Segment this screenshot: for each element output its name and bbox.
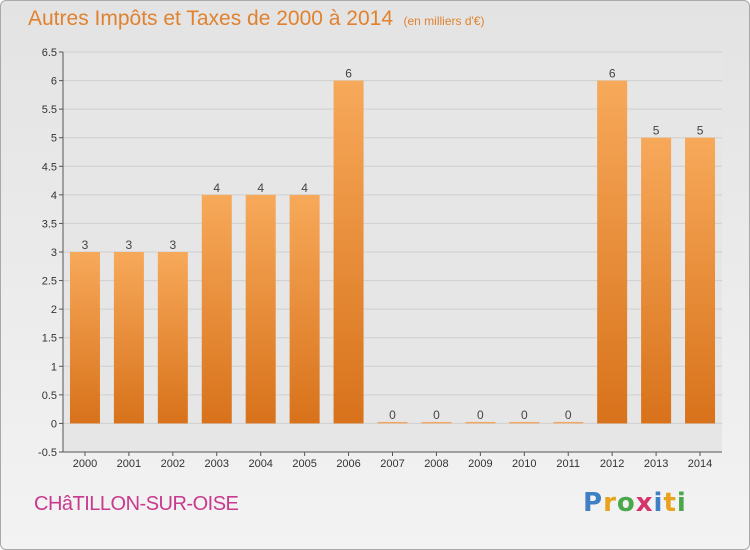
data-label-2006: 6 (345, 67, 352, 81)
data-label-2005: 4 (301, 181, 308, 195)
data-label-2000: 3 (82, 238, 89, 252)
y-tick-label: 0 (51, 418, 57, 430)
bar-2010 (509, 421, 540, 424)
bar-2000 (69, 252, 100, 424)
data-label-2014: 5 (697, 124, 704, 138)
x-tick-label-2013: 2013 (644, 458, 668, 470)
proxiti-logo[interactable]: Proxiti (583, 488, 687, 518)
x-tick-label-2008: 2008 (424, 458, 448, 470)
label-layer: 3 3 3 4 4 4 6 0 0 0 0 0 6 5 5 (82, 67, 704, 422)
bar-2006 (333, 80, 364, 424)
bar-2001 (113, 252, 144, 424)
y-tick-label: 4 (51, 190, 57, 202)
x-tick-label-2009: 2009 (468, 458, 492, 470)
data-label-2007: 0 (389, 408, 396, 422)
data-label-2001: 3 (126, 238, 133, 252)
y-tick-label: 5.5 (42, 104, 57, 116)
bar-2009 (465, 421, 496, 424)
bar-2002 (157, 252, 188, 424)
y-tick-label: 5 (51, 133, 57, 145)
x-tick-label-2003: 2003 (205, 458, 229, 470)
x-tick-label-2007: 2007 (380, 458, 404, 470)
logo-letter: x (635, 488, 654, 518)
bar-layer (69, 80, 716, 424)
y-tick-label: 1.5 (42, 333, 57, 345)
data-label-2002: 3 (169, 238, 176, 252)
logo-letter: P (583, 488, 604, 518)
y-tick-label: -0.5 (38, 447, 57, 459)
data-label-2003: 4 (213, 181, 220, 195)
y-tick-label: 2.5 (42, 276, 57, 288)
data-label-2011: 0 (565, 408, 572, 422)
title-row: Autres Impôts et Taxes de 2000 à 2014 (e… (28, 7, 484, 31)
y-tick-label: 2 (51, 304, 57, 316)
axis-layer: -0.5 0 0.5 1 1.5 2 2.5 3 3.5 4 4.5 5 5.5 6 6.5 2000 2001… (38, 47, 722, 470)
bar-2007 (377, 421, 408, 424)
x-tick-label-2002: 2002 (161, 458, 185, 470)
y-tick-label: 0.5 (42, 390, 57, 402)
bar-2011 (553, 421, 584, 424)
logo-letter: o (616, 488, 636, 518)
y-tick-label: 6 (51, 76, 57, 88)
bar-2005 (289, 194, 320, 424)
y-tick-label: 1 (51, 361, 57, 373)
bar-2004 (245, 194, 276, 424)
data-label-2004: 4 (257, 181, 264, 195)
logo-letter: r (603, 488, 617, 518)
chart-subtitle: (en milliers d'€) (403, 14, 485, 28)
y-tick-label: 6.5 (42, 47, 57, 59)
bar-2013 (641, 137, 672, 424)
data-label-2012: 6 (609, 67, 616, 81)
logo-letter: i (676, 488, 687, 518)
x-tick-label-2011: 2011 (556, 458, 580, 470)
y-tick-label: 3.5 (42, 218, 57, 230)
x-tick-label-2001: 2001 (117, 458, 141, 470)
y-tick-label: 3 (51, 247, 57, 259)
y-tick-label: 4.5 (42, 161, 57, 173)
data-label-2013: 5 (653, 124, 660, 138)
x-tick-label-2010: 2010 (512, 458, 536, 470)
logo-letter: i (653, 488, 664, 518)
x-tick-label-2000: 2000 (73, 458, 97, 470)
data-label-2009: 0 (477, 408, 484, 422)
chart-title: Autres Impôts et Taxes de 2000 à 2014 (28, 7, 394, 30)
logo-letter: t (663, 488, 677, 518)
bar-2014 (685, 137, 716, 424)
data-label-2008: 0 (433, 408, 440, 422)
x-tick-label-2004: 2004 (248, 458, 272, 470)
x-tick-label-2006: 2006 (336, 458, 360, 470)
commune-name: CHâTILLON-SUR-OISE (34, 493, 239, 515)
bar-2012 (597, 80, 628, 424)
x-tick-label-2014: 2014 (688, 458, 712, 470)
x-tick-label-2012: 2012 (600, 458, 624, 470)
data-label-2010: 0 (521, 408, 528, 422)
bar-2008 (421, 421, 452, 424)
bar-2003 (201, 194, 232, 424)
x-tick-label-2005: 2005 (292, 458, 316, 470)
